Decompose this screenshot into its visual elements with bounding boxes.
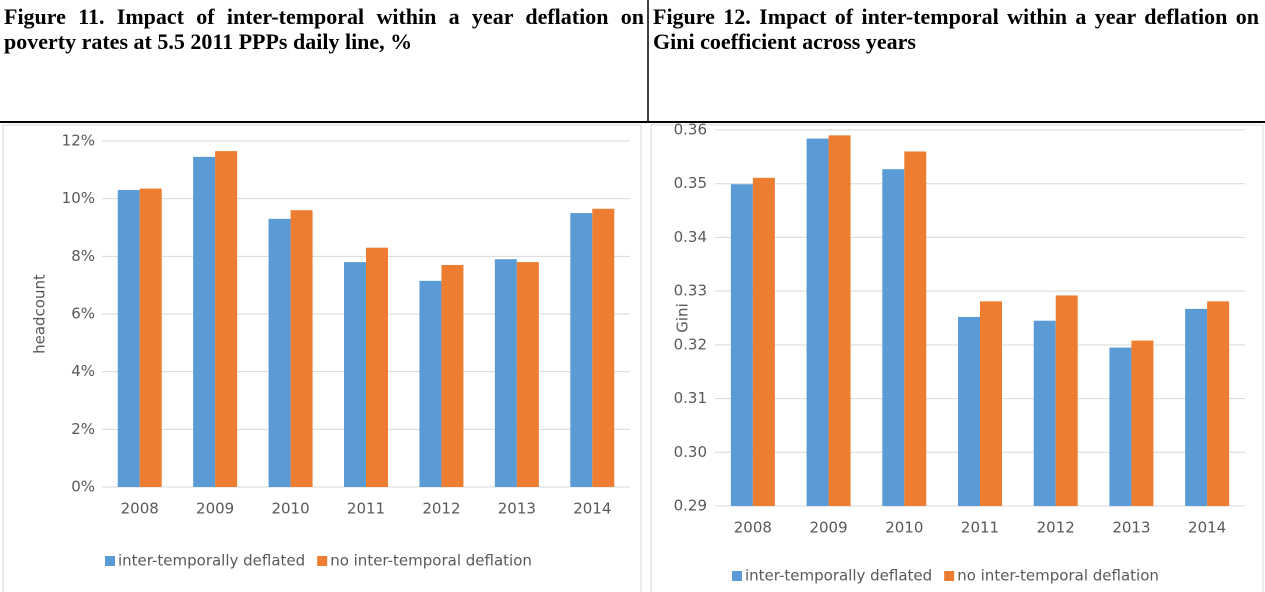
bar bbox=[344, 262, 366, 487]
y-tick-label: 0.30 bbox=[674, 443, 707, 461]
y-axis-label: Gini bbox=[674, 303, 692, 332]
x-tick-label: 2013 bbox=[1112, 519, 1150, 537]
x-tick-label: 2010 bbox=[885, 519, 923, 537]
bar bbox=[117, 190, 140, 487]
x-tick-label: 2012 bbox=[1037, 519, 1075, 537]
y-tick-label: 10% bbox=[62, 189, 95, 207]
x-tick-label: 2008 bbox=[734, 519, 772, 537]
x-tick-label: 2011 bbox=[961, 519, 999, 537]
x-tick-label: 2010 bbox=[271, 500, 309, 518]
y-tick-label: 0.33 bbox=[674, 282, 707, 300]
legend-label: no inter-temporal deflation bbox=[330, 552, 532, 570]
bar bbox=[980, 301, 1002, 506]
x-tick-label: 2009 bbox=[809, 519, 847, 537]
legend-label: inter-temporally deflated bbox=[118, 552, 305, 570]
bar bbox=[1131, 340, 1154, 506]
bar bbox=[592, 208, 615, 487]
y-tick-label: 0.35 bbox=[674, 174, 707, 192]
x-tick-label: 2014 bbox=[573, 500, 611, 518]
x-tick-label: 2014 bbox=[1188, 519, 1226, 537]
y-axis-label: headcount bbox=[31, 274, 49, 354]
x-tick-label: 2009 bbox=[196, 500, 234, 518]
legend-swatch bbox=[732, 571, 742, 581]
bar bbox=[193, 156, 216, 487]
y-tick-label: 0.34 bbox=[674, 228, 707, 246]
legend-swatch bbox=[944, 571, 955, 581]
legend-label: inter-temporally deflated bbox=[745, 567, 932, 585]
bar bbox=[215, 151, 238, 487]
x-tick-label: 2011 bbox=[347, 500, 385, 518]
y-tick-label: 0.36 bbox=[674, 121, 707, 139]
x-tick-label: 2012 bbox=[422, 500, 460, 518]
y-tick-label: 0.31 bbox=[674, 389, 707, 407]
y-tick-label: 8% bbox=[71, 247, 95, 265]
legend-label: no inter-temporal deflation bbox=[957, 567, 1159, 585]
x-tick-label: 2008 bbox=[121, 500, 159, 518]
bar bbox=[366, 247, 388, 487]
bar bbox=[139, 188, 162, 487]
bar bbox=[494, 259, 517, 487]
figure-caption: Figure 11. Impact of inter-temporal with… bbox=[4, 4, 644, 54]
bar bbox=[516, 262, 539, 487]
bar bbox=[419, 280, 442, 487]
bar bbox=[752, 177, 775, 506]
legend-swatch bbox=[105, 556, 115, 566]
bar bbox=[904, 151, 927, 506]
legend-swatch bbox=[317, 556, 328, 566]
bar bbox=[1185, 308, 1208, 506]
bar bbox=[958, 316, 980, 506]
bar bbox=[570, 213, 593, 488]
bar bbox=[290, 210, 313, 487]
x-tick-label: 2013 bbox=[498, 500, 536, 518]
bar bbox=[268, 218, 291, 487]
bar bbox=[441, 264, 464, 487]
y-tick-label: 0.32 bbox=[674, 335, 707, 353]
bar bbox=[828, 135, 851, 506]
bar bbox=[1109, 347, 1132, 506]
bar bbox=[1033, 320, 1056, 506]
figure-caption: Figure 12. Impact of inter-temporal with… bbox=[653, 4, 1259, 54]
bar bbox=[1207, 301, 1230, 506]
chart-frame bbox=[650, 124, 1264, 592]
chart-frame bbox=[2, 124, 642, 592]
bar bbox=[1055, 295, 1078, 506]
bar bbox=[730, 184, 753, 506]
y-tick-label: 2% bbox=[71, 420, 95, 438]
y-tick-label: 6% bbox=[71, 305, 95, 323]
y-tick-label: 4% bbox=[71, 362, 95, 380]
bar bbox=[806, 138, 829, 506]
y-tick-label: 12% bbox=[62, 132, 95, 150]
bar bbox=[882, 169, 905, 506]
y-tick-label: 0% bbox=[71, 478, 95, 496]
y-tick-label: 0.29 bbox=[674, 497, 707, 515]
